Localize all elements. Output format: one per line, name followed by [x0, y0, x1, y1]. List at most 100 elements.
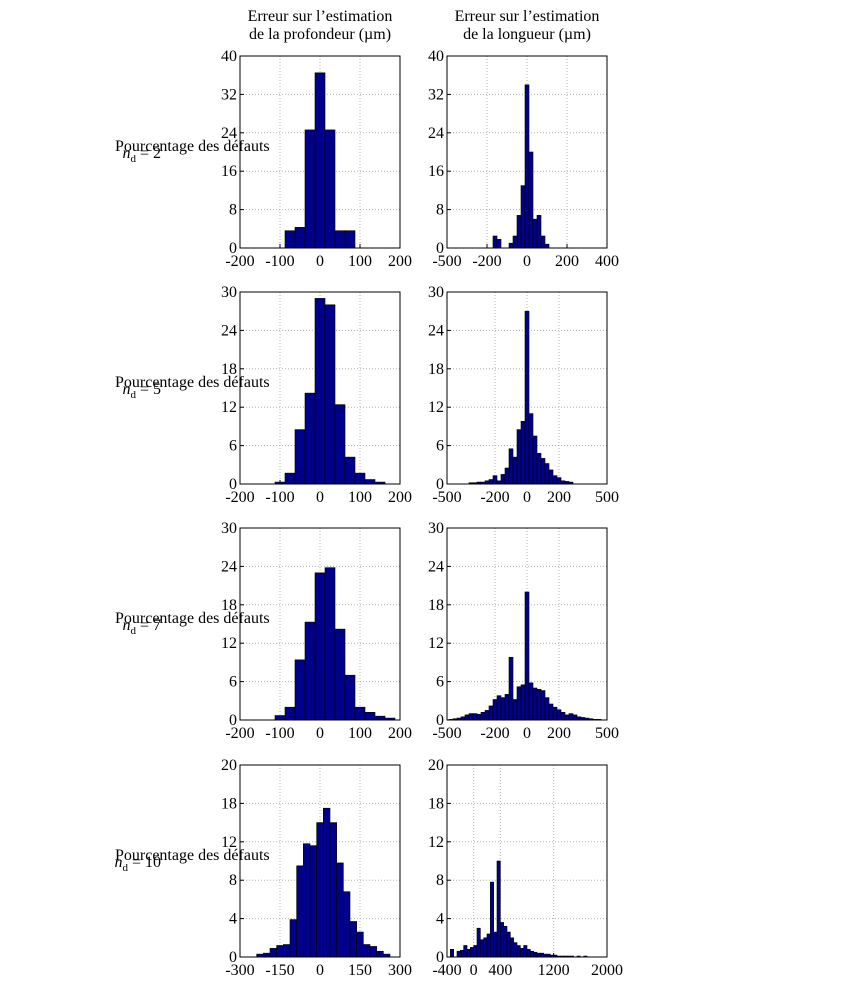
- bar: [526, 949, 531, 958]
- y-tick-label: 4: [436, 911, 444, 928]
- y-tick-label: 12: [221, 399, 237, 416]
- column-title: de la longueur (µm): [463, 26, 591, 43]
- bar: [480, 712, 486, 721]
- bar: [560, 712, 566, 721]
- bar: [496, 860, 501, 958]
- column-title: Erreur sur l’estimation: [455, 8, 600, 25]
- y-axis-label: Pourcentage des défauts: [115, 374, 270, 391]
- bar: [296, 865, 304, 958]
- bar: [540, 952, 544, 958]
- y-tick-label: 6: [229, 674, 237, 691]
- x-tick-label: 100: [348, 253, 372, 270]
- row-label: nd = 7: [122, 617, 161, 637]
- y-tick-label: 18: [221, 597, 237, 614]
- bar: [284, 706, 296, 721]
- y-tick-label: 18: [221, 795, 237, 812]
- bar: [530, 950, 534, 958]
- bar: [354, 706, 366, 721]
- bar: [504, 467, 510, 485]
- bar: [486, 933, 491, 958]
- bar: [464, 714, 470, 721]
- bar: [314, 72, 326, 249]
- bar: [503, 925, 508, 958]
- y-tick-label: 6: [436, 674, 444, 691]
- bar: [364, 479, 376, 485]
- bar: [314, 298, 326, 485]
- bar: [334, 628, 346, 721]
- bar: [488, 705, 494, 721]
- bar: [536, 952, 541, 958]
- bar: [468, 713, 474, 721]
- bar: [516, 945, 521, 958]
- bar: [356, 931, 364, 958]
- x-tick-label: -100: [265, 489, 294, 506]
- y-tick-label: 16: [428, 163, 444, 180]
- bar: [516, 215, 522, 249]
- y-tick-label: 40: [221, 48, 237, 65]
- bar: [496, 695, 502, 721]
- bar: [344, 674, 356, 721]
- y-tick-label: 8: [436, 202, 444, 219]
- y-tick-label: 8: [229, 202, 237, 219]
- bar: [334, 230, 346, 249]
- bar: [484, 710, 490, 721]
- bar: [466, 949, 471, 958]
- y-tick-label: 0: [436, 240, 444, 257]
- bar: [544, 243, 550, 249]
- row-label-symbol: n: [122, 381, 130, 398]
- y-tick-label: 12: [221, 834, 237, 851]
- row-label-subscript: d: [122, 862, 128, 874]
- x-tick-label: 200: [547, 489, 571, 506]
- row-label-rest: = 10: [132, 854, 161, 871]
- bar: [476, 927, 481, 958]
- x-tick-label: 300: [388, 962, 412, 979]
- y-tick-label: 0: [229, 949, 237, 966]
- axes-frame: [446, 527, 608, 721]
- row-label: nd = 10: [114, 854, 161, 874]
- y-tick-label: 16: [221, 163, 237, 180]
- bar: [324, 129, 336, 249]
- bar: [508, 242, 514, 249]
- bar: [500, 474, 506, 485]
- bar: [314, 572, 326, 721]
- y-tick-label: 8: [436, 872, 444, 889]
- bar: [520, 420, 526, 485]
- bar: [568, 713, 574, 721]
- bar: [500, 922, 504, 958]
- x-tick-label: 150: [348, 962, 372, 979]
- row-label-subscript: d: [130, 153, 136, 165]
- y-tick-label: 6: [229, 438, 237, 455]
- axes-frame: [239, 55, 401, 249]
- bar: [496, 239, 502, 249]
- bar: [572, 714, 578, 721]
- y-tick-label: 40: [428, 48, 444, 65]
- x-tick-label: -100: [265, 253, 294, 270]
- bar: [520, 684, 526, 721]
- bar: [476, 713, 482, 721]
- bar: [483, 937, 488, 958]
- row-label: nd = 5: [122, 381, 161, 401]
- y-tick-label: 12: [428, 399, 444, 416]
- y-tick-label: 18: [428, 361, 444, 378]
- bar: [274, 715, 286, 721]
- bar: [523, 945, 528, 958]
- bar: [329, 822, 337, 958]
- x-tick-label: 0: [523, 253, 531, 270]
- bar: [532, 687, 538, 721]
- bar: [473, 945, 478, 958]
- x-tick-label: -100: [265, 725, 294, 742]
- bar: [316, 822, 324, 958]
- bar: [520, 185, 526, 249]
- x-tick-label: 500: [595, 725, 619, 742]
- axes-frame: [239, 764, 401, 958]
- bar: [512, 456, 518, 485]
- x-tick-label: -500: [432, 253, 461, 270]
- y-tick-label: 12: [428, 635, 444, 652]
- bar: [294, 429, 306, 485]
- bar: [276, 945, 284, 958]
- bar: [540, 690, 546, 721]
- bar: [492, 699, 498, 721]
- x-tick-label: 400: [595, 253, 619, 270]
- bar: [524, 84, 530, 249]
- x-tick-label: 500: [595, 489, 619, 506]
